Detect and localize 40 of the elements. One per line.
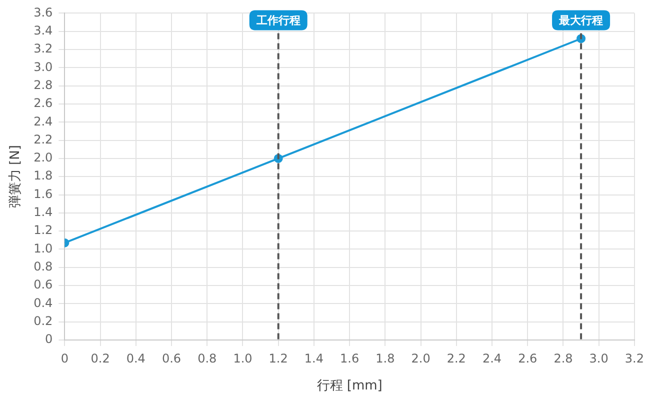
x-axis-title: 行程 [mm] [316,378,382,394]
x-tick-label: 3.2 [624,351,644,366]
x-tick-label: 3.0 [589,351,608,366]
x-tick-label: 2.8 [554,351,573,366]
x-tick-label: 1.8 [376,351,395,366]
x-tick-label: 0.2 [90,351,110,366]
x-tick-label: 1.2 [268,351,288,366]
y-tick-label: 3.4 [34,23,53,38]
y-tick-label: 1.2 [34,223,53,238]
x-tick-label: 2.2 [446,351,466,366]
ref-line-label: 最大行程 [558,14,604,28]
y-tick-label: 2.2 [34,132,53,146]
y-tick-label: 3.0 [34,60,53,74]
y-tick-label: 2.6 [34,96,53,110]
x-tick-label: 0.8 [198,351,217,366]
y-tick-label: 3.2 [34,42,53,56]
y-tick-label: 3.6 [34,5,53,20]
ref-line-label: 工作行程 [255,14,300,28]
y-tick-label: 0 [45,332,53,346]
x-tick-label: 1.6 [340,351,360,366]
x-tick-label: 1.0 [233,351,252,366]
y-tick-label: 2.8 [34,78,53,92]
x-tick-label: 1.4 [304,351,324,366]
y-tick-label: 2.0 [34,150,53,165]
x-tick-label: 0.4 [126,351,146,366]
x-tick-label: 0 [60,351,69,366]
y-axis-title: 弾簧力 [N] [8,145,24,208]
y-tick-label: 1.0 [34,241,53,256]
y-tick-label: 0.2 [34,314,53,328]
y-tick-label: 1.6 [34,186,53,201]
y-tick-label: 0.6 [34,278,53,292]
y-tick-label: 2.4 [34,114,53,128]
y-tick-label: 0.4 [34,296,53,310]
y-tick-label: 1.8 [34,168,53,183]
x-tick-label: 2.4 [482,351,502,366]
y-tick-label: 0.8 [34,260,53,274]
x-tick-label: 2.0 [411,351,430,366]
x-tick-label: 0.6 [162,351,182,366]
y-tick-label: 1.4 [34,205,53,220]
x-tick-label: 2.6 [518,351,538,366]
